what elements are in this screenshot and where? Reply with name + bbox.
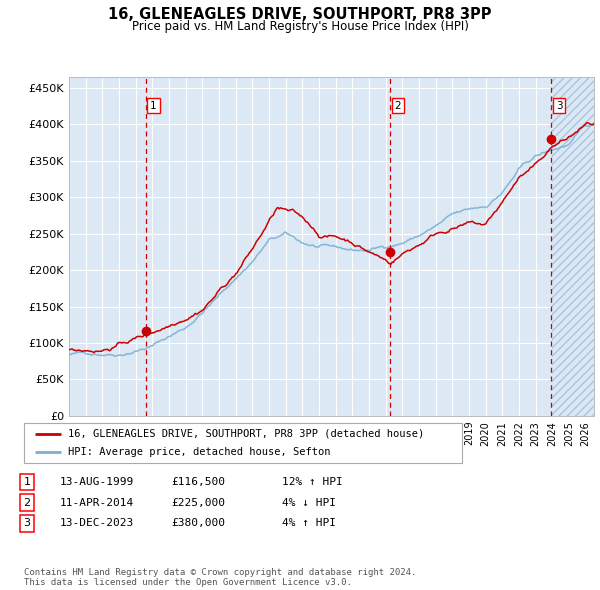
Text: 3: 3 <box>23 519 31 528</box>
Text: 2: 2 <box>394 100 401 110</box>
Text: HPI: Average price, detached house, Sefton: HPI: Average price, detached house, Seft… <box>68 447 331 457</box>
Text: 1: 1 <box>23 477 31 487</box>
Text: 2: 2 <box>23 498 31 507</box>
Text: 1: 1 <box>150 100 157 110</box>
Text: 11-APR-2014: 11-APR-2014 <box>60 498 134 507</box>
Text: 4% ↓ HPI: 4% ↓ HPI <box>282 498 336 507</box>
Text: 4% ↑ HPI: 4% ↑ HPI <box>282 519 336 528</box>
Text: £380,000: £380,000 <box>171 519 225 528</box>
Text: 16, GLENEAGLES DRIVE, SOUTHPORT, PR8 3PP (detached house): 16, GLENEAGLES DRIVE, SOUTHPORT, PR8 3PP… <box>68 429 424 439</box>
Text: £225,000: £225,000 <box>171 498 225 507</box>
Bar <box>553 77 600 416</box>
Text: 13-DEC-2023: 13-DEC-2023 <box>60 519 134 528</box>
Text: 12% ↑ HPI: 12% ↑ HPI <box>282 477 343 487</box>
Text: 3: 3 <box>556 100 562 110</box>
Text: £116,500: £116,500 <box>171 477 225 487</box>
Text: Contains HM Land Registry data © Crown copyright and database right 2024.
This d: Contains HM Land Registry data © Crown c… <box>24 568 416 587</box>
Text: 16, GLENEAGLES DRIVE, SOUTHPORT, PR8 3PP: 16, GLENEAGLES DRIVE, SOUTHPORT, PR8 3PP <box>108 7 492 22</box>
Text: Price paid vs. HM Land Registry's House Price Index (HPI): Price paid vs. HM Land Registry's House … <box>131 20 469 33</box>
Text: 13-AUG-1999: 13-AUG-1999 <box>60 477 134 487</box>
